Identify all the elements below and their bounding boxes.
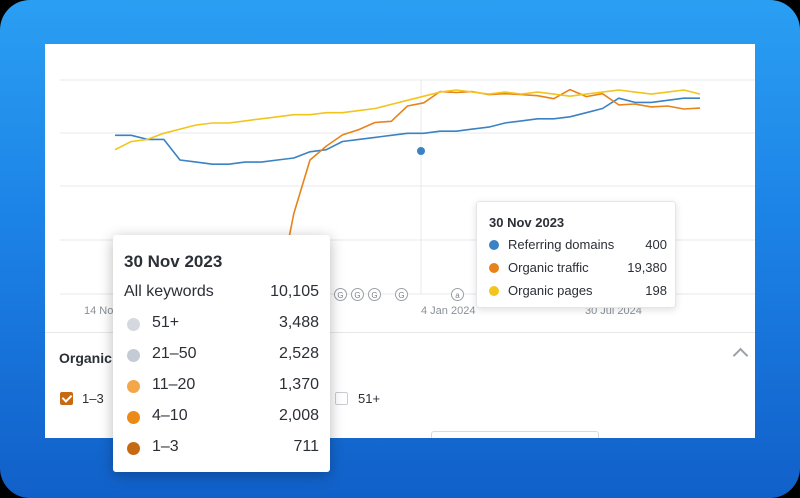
tooltip-row-label: Referring domains — [508, 237, 615, 252]
keywords-row-value: 711 — [293, 438, 319, 455]
keywords-row: 1–3 711 — [124, 438, 319, 460]
legend-dot — [489, 263, 499, 273]
keywords-row: 21–50 2,528 — [124, 345, 319, 367]
keywords-total-row: All keywords 10,105 — [124, 283, 319, 305]
tooltip-row: Organic traffic 19,380 — [489, 260, 667, 276]
keywords-row-value: 1,370 — [278, 376, 319, 393]
keywords-total-label: All keywords — [124, 283, 214, 300]
keywords-row: 4–10 2,008 — [124, 407, 319, 429]
keywords-row-value: 2,008 — [278, 407, 319, 424]
x-tick-label: 30 Jul 2024 — [585, 305, 642, 317]
section-divider — [45, 332, 755, 333]
keywords-row-label: 1–3 — [152, 438, 179, 455]
google-update-marker[interactable]: G — [395, 288, 408, 301]
position-dot — [127, 442, 140, 455]
tooltip-date: 30 Nov 2023 — [489, 215, 565, 230]
position-dot — [127, 411, 140, 424]
checkbox-label: 51+ — [358, 391, 381, 406]
position-dot — [127, 349, 140, 362]
keywords-row-value: 2,528 — [278, 345, 319, 362]
keywords-total-value: 10,105 — [270, 283, 319, 300]
keywords-row-value: 3,488 — [278, 314, 319, 331]
hover-point — [417, 147, 425, 155]
chart-tooltip: 30 Nov 2023 Referring domains 400 Organi… — [476, 201, 676, 308]
keywords-row-label: 21–50 — [152, 345, 197, 362]
legend-dot — [489, 240, 499, 250]
keywords-row-label: 4–10 — [152, 407, 188, 424]
google-update-marker[interactable]: G — [334, 288, 347, 301]
google-update-marker[interactable]: G — [351, 288, 364, 301]
keywords-date: 30 Nov 2023 — [124, 252, 223, 271]
tooltip-row-value: 19,380 — [627, 260, 667, 275]
keywords-row: 51+ 3,488 — [124, 314, 319, 336]
keywords-row-label: 11–20 — [152, 376, 196, 393]
tooltip-row: Referring domains 400 — [489, 237, 667, 253]
checkbox-positions-51-plus[interactable] — [335, 392, 348, 405]
x-tick-label: 14 No — [84, 305, 114, 317]
checkbox-label: 1–3 — [82, 391, 104, 406]
position-dot — [127, 318, 140, 331]
filter-input[interactable] — [431, 431, 599, 438]
keywords-tooltip-panel: 30 Nov 2023 All keywords 10,105 51+ 3,48… — [113, 235, 330, 472]
tooltip-row-value: 198 — [645, 283, 667, 298]
x-tick-label: 4 Jan 2024 — [421, 305, 476, 317]
keywords-row-label: 51+ — [152, 314, 180, 331]
chevron-up-icon[interactable] — [732, 347, 749, 364]
tooltip-row-label: Organic pages — [508, 283, 593, 298]
tooltip-row-label: Organic traffic — [508, 260, 589, 275]
keywords-row: 11–20 1,370 — [124, 376, 319, 398]
series-line-organic-pages — [114, 89, 701, 151]
tooltip-row-value: 400 — [645, 237, 667, 252]
section-title: Organic — [59, 350, 112, 366]
series-line-referring-domains — [115, 97, 700, 165]
legend-dot — [489, 286, 499, 296]
google-update-marker[interactable]: G — [368, 288, 381, 301]
tooltip-row: Organic pages 198 — [489, 283, 667, 299]
position-dot — [127, 380, 140, 393]
annotation-marker[interactable]: a — [451, 288, 464, 301]
checkbox-positions-1-3[interactable] — [60, 392, 73, 405]
